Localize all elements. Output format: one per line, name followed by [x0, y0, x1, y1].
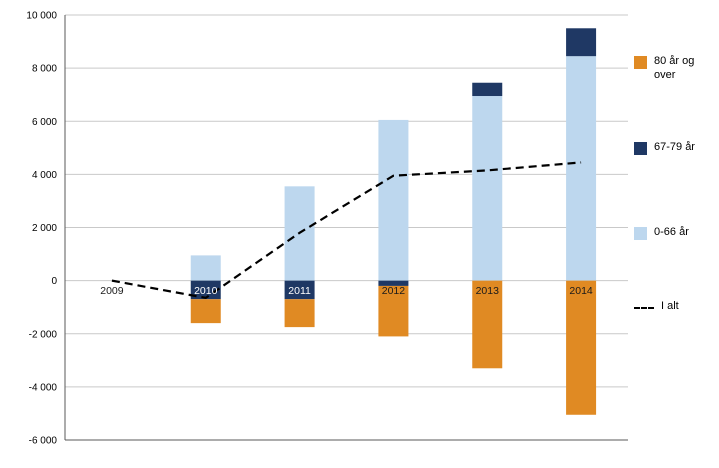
legend-label-80-aar-og-over: 80 år og over — [654, 55, 695, 81]
bar-segment — [566, 28, 597, 57]
legend-swatch-i-alt-dashed-line — [634, 307, 654, 309]
y-axis-tick-label: -4 000 — [29, 382, 58, 393]
y-axis-tick-label: -2 000 — [29, 329, 58, 340]
legend-item-0-66-aar: 0-66 år — [634, 226, 689, 240]
legend-item-67-79-aar: 67-79 år — [634, 141, 695, 155]
bar-segment — [472, 96, 503, 281]
y-axis-tick-label: 4 000 — [32, 170, 57, 181]
bar-segment — [378, 119, 409, 281]
legend-swatch-67-79-aar — [634, 142, 647, 155]
category-label: 2013 — [476, 285, 500, 297]
category-label: 2011 — [288, 285, 311, 297]
y-axis-tick-label: 0 — [51, 276, 57, 287]
category-label: 2012 — [382, 285, 406, 297]
y-axis-tick-label: 8 000 — [32, 64, 57, 75]
bar-segment — [472, 280, 503, 369]
bar-segment — [566, 280, 597, 415]
bar-segment — [190, 299, 221, 324]
bar-segment — [566, 56, 597, 281]
total-line — [111, 161, 582, 300]
y-axis-tick-label: 10 000 — [26, 11, 57, 22]
legend-item-i-alt: I alt — [634, 300, 679, 314]
legend-item-80-aar-og-over: 80 år og over — [634, 55, 712, 83]
y-axis-tick-label: -6 000 — [29, 436, 58, 447]
y-axis-tick-label: 6 000 — [32, 117, 57, 128]
legend-swatch-0-66-aar — [634, 227, 647, 240]
legend-label-i-alt: I alt — [661, 300, 679, 312]
chart-legend: 80 år og over 67-79 år 0-66 år I alt — [634, 0, 719, 468]
bar-segment — [284, 299, 315, 328]
legend-label-0-66-aar: 0-66 år — [654, 226, 689, 238]
bar-segment — [378, 280, 409, 286]
bar-segment — [190, 280, 221, 300]
bar-segment — [472, 82, 503, 97]
bar-segment — [378, 285, 409, 337]
category-label: 2009 — [100, 285, 124, 297]
bar-segment — [284, 280, 315, 300]
category-label: 2014 — [569, 285, 593, 297]
legend-label-67-79-aar: 67-79 år — [654, 141, 695, 153]
category-label: 2010 — [194, 285, 218, 297]
bar-segment — [190, 255, 221, 281]
y-axis-tick-label: 2 000 — [32, 223, 57, 234]
legend-swatch-80-aar-og-over — [634, 56, 647, 69]
